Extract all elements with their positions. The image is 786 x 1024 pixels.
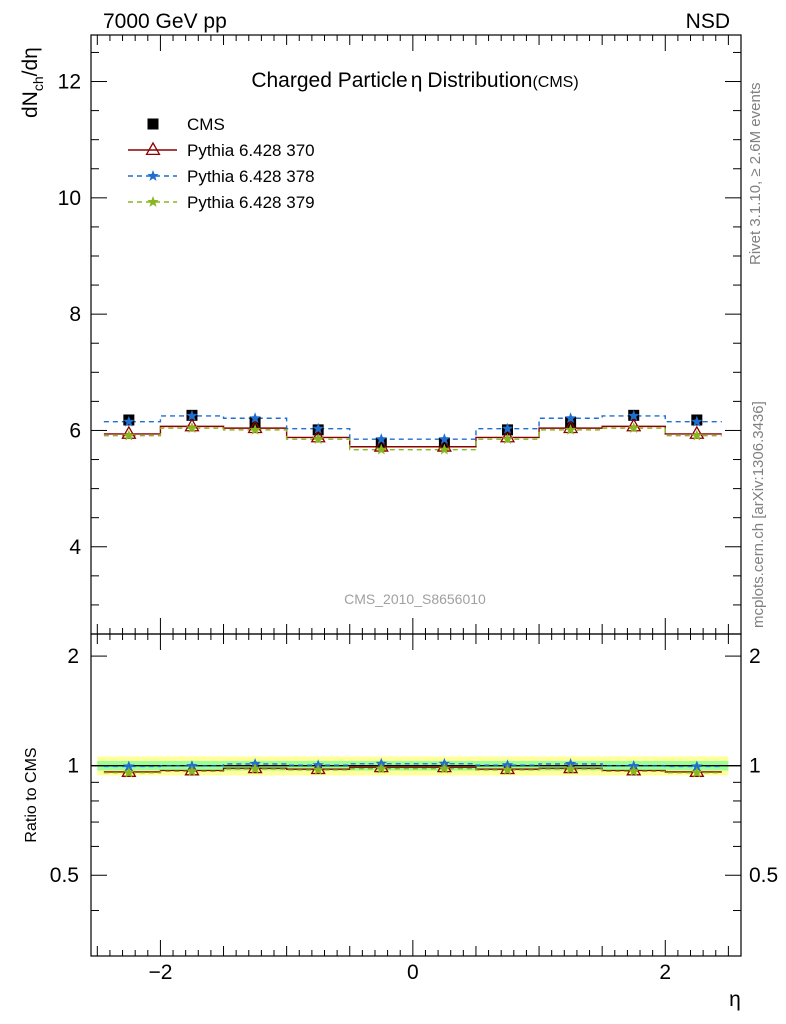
ratio-point-series-2 [249,763,261,774]
ratio-point-series-2 [123,766,135,778]
data-point-series-2 [628,409,640,421]
mcplots-label: mcplots.cern.ch [arXiv:1306.3436] [750,401,767,628]
legend-marker-3 [147,196,159,207]
x-tick-label: 0 [407,961,419,984]
main-y-tick-label: 4 [69,536,81,559]
legend-label-3: Pythia 6.428 379 [187,193,315,212]
ratio-point-series-0 [499,760,516,775]
data-point-series-1 [626,418,642,432]
ratio-plot-frame [90,633,742,957]
data-point-series-1 [121,425,137,439]
legend-label-0: CMS [187,115,225,134]
main-plot: 4 6 8 10 12 [58,34,742,635]
data-point-series-3 [249,423,261,435]
data-point-series-1 [247,419,263,434]
data-point-series-1 [184,418,200,432]
data-point-series-2 [123,415,135,427]
ratio-point-series-0 [310,760,326,775]
ratio-point-series-0 [626,762,642,776]
ratio-point-series-2 [312,764,324,775]
data-point-series-3 [186,422,198,433]
main-y-tick-label: 8 [69,303,81,326]
data-point-series-3 [628,422,640,433]
series-line-1 [103,425,722,448]
ratio-point-series-0 [184,762,200,776]
data-point-series-2 [564,412,577,424]
data-point-series-3 [312,433,324,445]
ratio-y-tick-label-right: 0.5 [749,864,778,887]
ratio-point-series-0 [247,759,263,774]
x-axis-label: η [729,988,741,1011]
ratio-y-tick-label-right: 1 [749,755,761,778]
series-line-2 [103,415,722,440]
x-tick-label: −2 [148,961,172,984]
ratio-point-series-2 [186,765,198,777]
data-point-series-2 [375,433,387,445]
data-point-series-2 [312,422,324,434]
header-left-label: 7000 GeV pp [103,10,227,33]
ratio-point-series-1 [691,760,703,772]
data-point-series-2 [249,412,261,424]
data-point-series-2 [501,422,514,434]
analysis-watermark: CMS_2010_S8656010 [344,591,486,607]
data-point-series-0 [438,437,450,449]
data-point-series-0 [375,437,387,449]
ratio-plot: 0.5 0.5 1 1 2 2 −2 0 2 [50,633,778,984]
ratio-y-tick-label: 1 [67,755,79,778]
ratio-point-series-2 [564,763,577,774]
ratio-point-series-2 [501,764,514,775]
ratio-point-series-2 [438,762,451,774]
rivet-label: Rivet 3.1.10, ≥ 2.6M events [747,83,764,266]
x-tick-label: 2 [659,961,671,984]
main-ylabel: dNch/dη [19,47,46,118]
ratio-ylabel: Ratio to CMS [23,747,40,842]
main-y-tick-label: 10 [58,187,81,210]
ratio-point-series-0 [373,758,389,773]
data-point-series-3 [123,429,135,441]
data-point-series-3 [438,443,451,455]
data-point-series-1 [563,419,579,434]
data-point-series-3 [375,443,387,455]
ratio-y-tick-label-right: 2 [749,645,761,668]
legend-marker-2 [147,170,159,181]
data-point-series-3 [564,423,577,435]
main-y-tick-label: 6 [69,419,81,442]
data-point-series-1 [689,425,705,439]
data-point-series-3 [501,433,514,445]
chart-title: Charged Particle η Distribution(CMS) [251,69,578,92]
ratio-series-line-1 [103,763,722,768]
series-line-3 [103,427,722,451]
main-y-tick-label: 12 [58,71,81,94]
ratio-point-series-1 [123,760,135,772]
data-point-series-2 [691,415,703,427]
legend-marker-1 [145,141,161,155]
header-right-label: NSD [686,10,730,33]
legend-marker-0 [147,118,159,130]
ratio-point-series-2 [375,762,387,774]
data-point-series-2 [438,433,451,445]
ratio-y-tick-label: 0.5 [50,864,79,887]
ratio-point-series-2 [628,765,640,777]
ratio-y-tick-label: 2 [67,645,79,668]
data-point-series-2 [186,409,198,421]
ratio-point-series-2 [691,766,703,778]
data-point-series-1 [499,429,516,443]
ratio-series-line-2 [103,768,722,774]
data-point-series-1 [310,429,326,443]
ratio-point-series-0 [563,759,579,774]
data-point-series-3 [691,429,703,441]
legend: CMS Pythia 6.428 370 Pythia 6.428 378 Pythi… [128,115,315,212]
legend-label-2: Pythia 6.428 378 [187,167,315,186]
ratio-point-series-0 [436,758,452,773]
legend-label-1: Pythia 6.428 370 [187,141,315,160]
